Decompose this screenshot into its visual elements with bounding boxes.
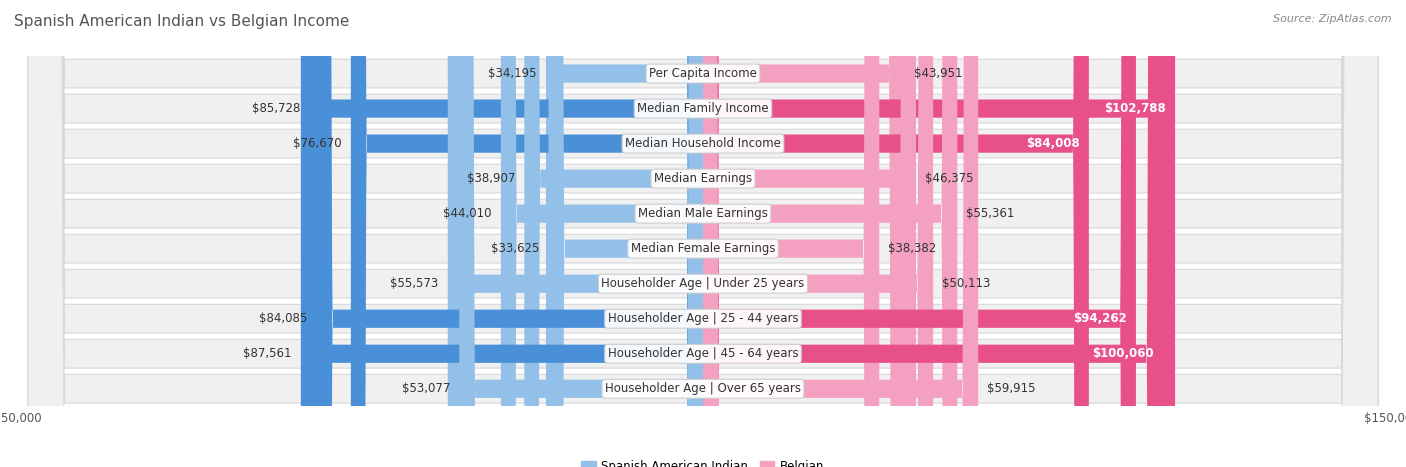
Text: Householder Age | Over 65 years: Householder Age | Over 65 years xyxy=(605,382,801,395)
FancyBboxPatch shape xyxy=(316,0,703,467)
FancyBboxPatch shape xyxy=(524,0,703,467)
Text: Per Capita Income: Per Capita Income xyxy=(650,67,756,80)
Text: $84,085: $84,085 xyxy=(259,312,308,325)
FancyBboxPatch shape xyxy=(703,0,934,467)
FancyBboxPatch shape xyxy=(28,0,1378,467)
FancyBboxPatch shape xyxy=(352,0,703,467)
Text: Spanish American Indian vs Belgian Income: Spanish American Indian vs Belgian Incom… xyxy=(14,14,350,29)
FancyBboxPatch shape xyxy=(28,0,1378,467)
FancyBboxPatch shape xyxy=(703,0,979,467)
Text: $59,915: $59,915 xyxy=(987,382,1036,395)
Text: Median Female Earnings: Median Female Earnings xyxy=(631,242,775,255)
Text: $94,262: $94,262 xyxy=(1073,312,1126,325)
Text: Source: ZipAtlas.com: Source: ZipAtlas.com xyxy=(1274,14,1392,24)
Text: Median Family Income: Median Family Income xyxy=(637,102,769,115)
FancyBboxPatch shape xyxy=(28,0,1378,467)
Legend: Spanish American Indian, Belgian: Spanish American Indian, Belgian xyxy=(576,455,830,467)
FancyBboxPatch shape xyxy=(28,0,1378,467)
Text: Median Household Income: Median Household Income xyxy=(626,137,780,150)
Text: $46,375: $46,375 xyxy=(925,172,974,185)
Text: $34,195: $34,195 xyxy=(488,67,537,80)
FancyBboxPatch shape xyxy=(28,0,1378,467)
FancyBboxPatch shape xyxy=(703,0,1175,467)
Text: $102,788: $102,788 xyxy=(1104,102,1166,115)
Text: $55,361: $55,361 xyxy=(966,207,1015,220)
Text: $50,113: $50,113 xyxy=(942,277,991,290)
Text: Median Male Earnings: Median Male Earnings xyxy=(638,207,768,220)
Text: $44,010: $44,010 xyxy=(443,207,492,220)
FancyBboxPatch shape xyxy=(703,0,957,467)
FancyBboxPatch shape xyxy=(501,0,703,467)
Text: $87,561: $87,561 xyxy=(243,347,291,360)
Text: $53,077: $53,077 xyxy=(402,382,450,395)
FancyBboxPatch shape xyxy=(703,0,915,467)
Text: $33,625: $33,625 xyxy=(491,242,540,255)
Text: Median Earnings: Median Earnings xyxy=(654,172,752,185)
Text: $100,060: $100,060 xyxy=(1091,347,1153,360)
Text: $43,951: $43,951 xyxy=(914,67,963,80)
Text: $38,382: $38,382 xyxy=(889,242,936,255)
FancyBboxPatch shape xyxy=(28,0,1378,467)
FancyBboxPatch shape xyxy=(703,0,879,467)
Text: $85,728: $85,728 xyxy=(252,102,299,115)
Text: Householder Age | 25 - 44 years: Householder Age | 25 - 44 years xyxy=(607,312,799,325)
FancyBboxPatch shape xyxy=(703,0,1163,467)
FancyBboxPatch shape xyxy=(546,0,703,467)
Text: $84,008: $84,008 xyxy=(1026,137,1080,150)
FancyBboxPatch shape xyxy=(309,0,703,467)
Text: $38,907: $38,907 xyxy=(467,172,515,185)
Text: Householder Age | Under 25 years: Householder Age | Under 25 years xyxy=(602,277,804,290)
Text: $76,670: $76,670 xyxy=(292,137,342,150)
Text: Householder Age | 45 - 64 years: Householder Age | 45 - 64 years xyxy=(607,347,799,360)
FancyBboxPatch shape xyxy=(28,0,1378,467)
FancyBboxPatch shape xyxy=(460,0,703,467)
FancyBboxPatch shape xyxy=(548,0,703,467)
FancyBboxPatch shape xyxy=(28,0,1378,467)
FancyBboxPatch shape xyxy=(703,0,1088,467)
Text: $55,573: $55,573 xyxy=(391,277,439,290)
FancyBboxPatch shape xyxy=(28,0,1378,467)
FancyBboxPatch shape xyxy=(301,0,703,467)
FancyBboxPatch shape xyxy=(703,0,1136,467)
FancyBboxPatch shape xyxy=(703,0,905,467)
FancyBboxPatch shape xyxy=(447,0,703,467)
FancyBboxPatch shape xyxy=(28,0,1378,467)
